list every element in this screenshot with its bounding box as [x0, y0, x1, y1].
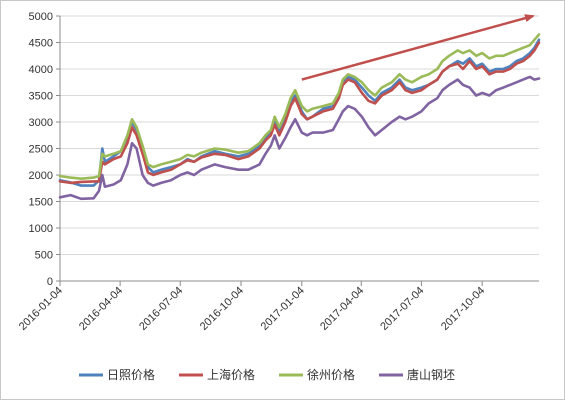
gridlines: [60, 15, 539, 255]
y-tick-label: 4000: [29, 64, 53, 76]
legend-item: 上海价格: [179, 367, 255, 382]
x-tick-label: 2017-10-04: [439, 285, 487, 333]
x-tick-label: 2016-04-04: [77, 285, 125, 333]
x-tick-label: 2017-04-04: [318, 285, 366, 333]
series-line-1: [58, 38, 541, 187]
y-tick-label: 2000: [29, 170, 53, 182]
x-axis: 2016-01-04 2016-04-04 2016-07-04 2016-10-04…: [17, 280, 539, 333]
legend-item: 徐州价格: [279, 367, 355, 382]
y-tick-label: 3000: [29, 117, 53, 129]
legend-label: 上海价格: [207, 367, 255, 382]
legend-item: 唐山钢坯: [379, 367, 455, 382]
y-tick-label: 1500: [29, 197, 53, 209]
y-tick-label: 2500: [29, 144, 53, 156]
x-tick-label: 2017-01-04: [259, 285, 307, 333]
y-tick-label: 4500: [29, 38, 53, 50]
series-line-3: [58, 33, 541, 180]
legend: 日照价格 上海价格 徐州价格 唐山钢坯: [79, 367, 455, 382]
x-tick-label: 2016-10-04: [198, 285, 246, 333]
y-tick-label: 0: [47, 276, 53, 288]
y-axis: 0 500 1000 1500 2000 2500 3000 3500 4000 4500 5000: [29, 11, 61, 288]
legend-label: 唐山钢坯: [407, 367, 455, 382]
legend-label: 徐州价格: [307, 367, 355, 382]
series-line-2: [58, 41, 541, 185]
legend-item: 日照价格: [79, 367, 155, 382]
x-tick-label: 2017-07-04: [378, 285, 426, 333]
trend-arrow: [301, 14, 535, 81]
annotation-layer: [301, 14, 535, 81]
y-tick-label: 1000: [29, 223, 53, 235]
x-tick-label: 2016-01-04: [17, 285, 65, 333]
series-layer: [58, 33, 541, 201]
legend-label: 日照价格: [107, 367, 155, 382]
y-tick-label: 500: [35, 250, 53, 262]
y-tick-label: 3500: [29, 91, 53, 103]
y-tick-label: 5000: [29, 11, 53, 23]
series-line-4: [58, 75, 541, 201]
x-tick-label: 2016-07-04: [137, 285, 185, 333]
